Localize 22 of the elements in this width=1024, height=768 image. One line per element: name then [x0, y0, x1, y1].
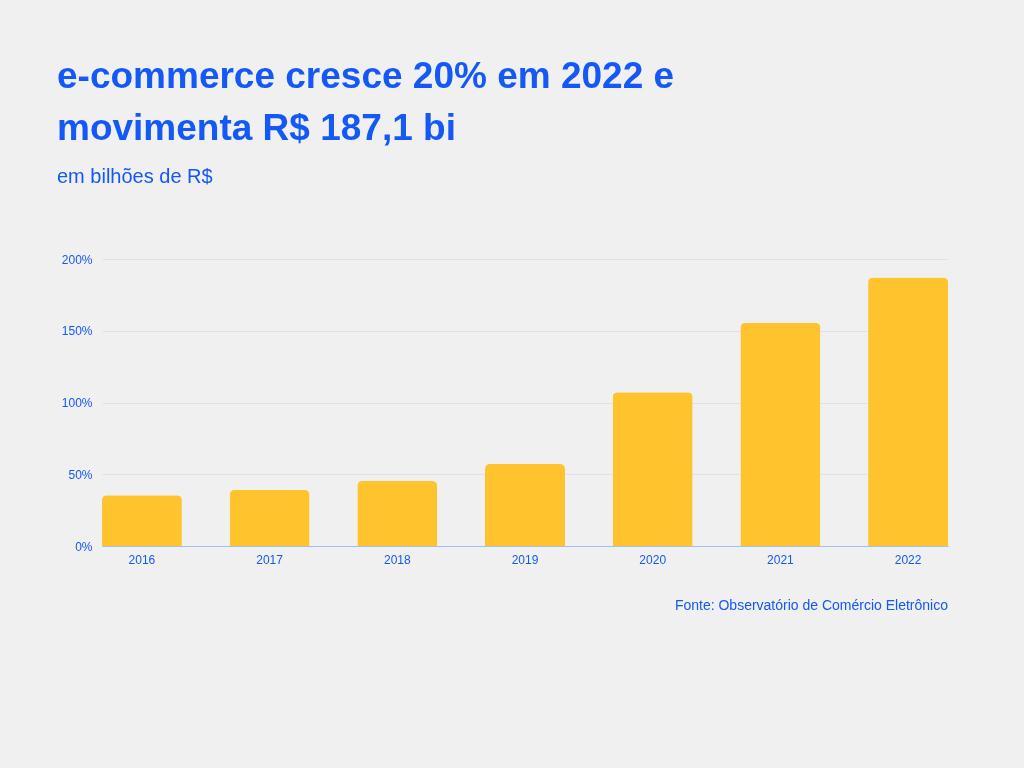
bar — [357, 480, 438, 546]
bar — [868, 277, 949, 546]
y-tick-label: 150% — [61, 324, 93, 339]
x-tick-label: 2016 — [128, 552, 156, 567]
x-tick-label: 2018 — [383, 552, 411, 567]
x-tick-label: 2017 — [256, 552, 284, 567]
chart-title: e-commerce cresce 20% em 2022 e movimenta R$ 187,1 bi — [57, 54, 676, 150]
y-tick-label: 100% — [61, 396, 93, 410]
bar — [612, 392, 693, 546]
x-tick-label: 2021 — [767, 552, 795, 567]
bar — [485, 463, 565, 546]
source-note: Fonte: Observatório de Comércio Eletrônico — [674, 597, 948, 613]
bar — [740, 322, 821, 546]
x-tick-label: 2019 — [511, 552, 539, 567]
y-tick-label: 200% — [61, 252, 93, 267]
bar — [101, 495, 182, 546]
y-tick-label: 0% — [75, 539, 93, 554]
x-tick-label: 2020 — [639, 552, 667, 567]
y-tick-label: 50% — [68, 467, 93, 482]
chart-subtitle: em bilhões de R$ — [57, 165, 213, 188]
bar — [229, 489, 310, 546]
x-tick-label: 2022 — [894, 552, 922, 567]
